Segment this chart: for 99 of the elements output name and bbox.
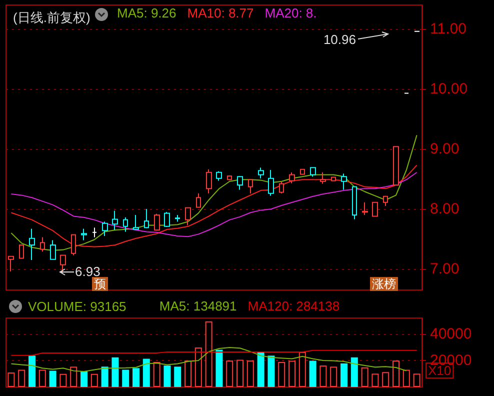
bar (70, 366, 78, 387)
annotation: 预 (94, 277, 106, 291)
candlestick (300, 168, 305, 176)
candlestick (310, 167, 316, 178)
y-tick-label: 8.00 (430, 200, 460, 218)
bar (174, 366, 182, 387)
candlestick (112, 210, 118, 230)
candlestick (237, 176, 243, 190)
bar (18, 370, 26, 387)
candlestick (268, 170, 274, 196)
bar (257, 352, 264, 387)
candlestick (196, 192, 201, 208)
y-tick-label: 11.00 (430, 20, 466, 38)
line-series (10, 134, 418, 251)
text: MA5: 134891 (159, 298, 237, 314)
bar (60, 374, 67, 387)
bar (164, 366, 171, 387)
text: MA10: 8.77 (187, 6, 254, 20)
bar (80, 371, 88, 387)
bar (309, 360, 316, 387)
candlestick (29, 228, 35, 260)
bar (413, 374, 420, 387)
candlestick (133, 214, 139, 230)
line-series (10, 164, 418, 248)
bar (184, 360, 192, 387)
candlestick (362, 202, 368, 216)
text: MA5: 9.26 (117, 6, 176, 20)
bar (382, 372, 390, 387)
text: MA20: 8. (264, 6, 317, 20)
bar (392, 360, 400, 387)
bar (226, 360, 234, 387)
candlestick (372, 202, 378, 217)
bar (101, 366, 108, 387)
candlestick (60, 254, 66, 274)
bar (216, 350, 223, 387)
candlestick (393, 146, 399, 186)
bar (28, 356, 36, 387)
bar (132, 368, 140, 387)
candlestick (92, 227, 97, 238)
candlestick (154, 213, 160, 232)
bar (320, 366, 327, 387)
bar (236, 360, 244, 387)
line-series (10, 346, 407, 372)
candlestick (40, 236, 45, 252)
bar (402, 370, 410, 387)
bar (372, 374, 379, 387)
candlestick (227, 174, 232, 181)
bar (268, 356, 275, 387)
bar (246, 360, 254, 387)
bar (142, 358, 150, 387)
candlestick (185, 207, 191, 226)
y-tick-label: 7.00 (430, 260, 460, 278)
bar (361, 367, 368, 387)
candlestick (320, 172, 326, 184)
candlestick (289, 172, 295, 184)
y-tick-label: 9.00 (430, 140, 460, 158)
bar (49, 370, 56, 387)
candlestick (123, 216, 128, 232)
candlestick (258, 167, 264, 179)
bar (205, 321, 212, 387)
bar (330, 366, 338, 387)
candlestick (164, 212, 170, 228)
annotation: 10.96 (323, 32, 356, 47)
candlestick (71, 234, 76, 256)
candlestick (144, 208, 149, 229)
bar (288, 360, 296, 387)
bar (298, 352, 306, 387)
bar (153, 362, 160, 387)
bar (340, 363, 348, 387)
text: MA120: 284138 (248, 298, 340, 314)
candlestick (341, 173, 347, 190)
bar (90, 374, 98, 387)
chart-title: (日线.前复权) (13, 10, 90, 25)
candlestick (50, 240, 56, 260)
bar (350, 357, 358, 387)
text: VOLUME: 93165 (28, 299, 126, 314)
bar (112, 357, 119, 387)
y-tick-label: 40000 (430, 325, 472, 342)
candlestick (248, 179, 253, 194)
bar (194, 347, 202, 387)
bar (38, 370, 46, 387)
candlestick (102, 221, 108, 236)
bar (122, 370, 130, 387)
candlestick (383, 195, 388, 206)
annotation: 6.93 (75, 264, 100, 279)
line-series (10, 172, 418, 238)
bar (8, 372, 15, 387)
candlestick (352, 186, 357, 220)
candlestick (279, 182, 284, 194)
bar (278, 362, 286, 387)
candlestick (81, 228, 87, 241)
candlestick (206, 168, 212, 194)
candlestick (19, 244, 24, 259)
candlestick (175, 214, 180, 222)
y-tick-label: 10.00 (430, 80, 468, 98)
annotation: 涨榜 (372, 277, 396, 291)
candlestick (8, 256, 14, 272)
candlestick (216, 170, 222, 182)
candlestick (331, 176, 336, 182)
